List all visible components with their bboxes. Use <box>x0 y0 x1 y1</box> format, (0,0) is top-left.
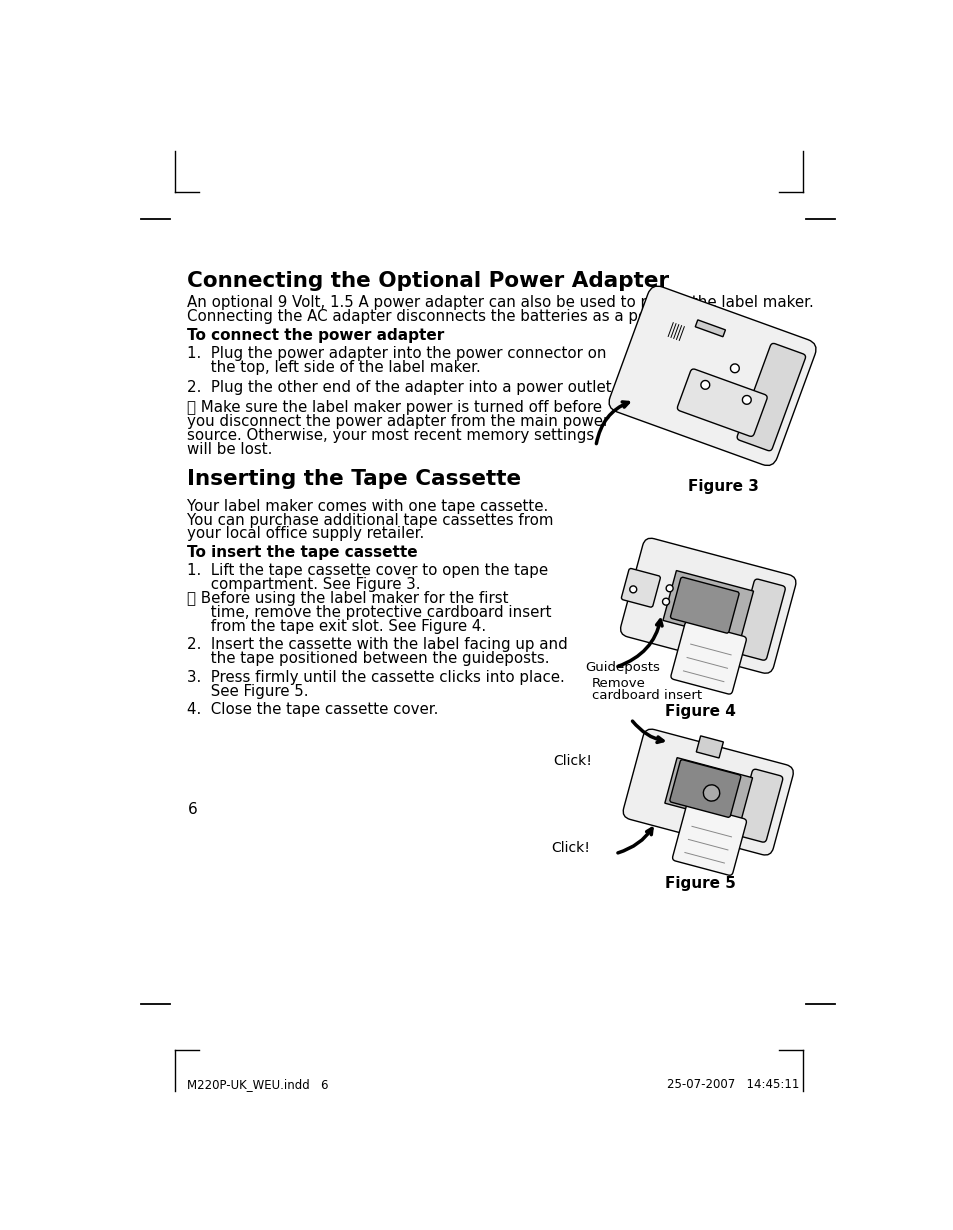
Text: Connecting the Optional Power Adapter: Connecting the Optional Power Adapter <box>187 271 669 290</box>
FancyBboxPatch shape <box>735 579 784 661</box>
Text: Figure 3: Figure 3 <box>688 478 759 493</box>
Text: To insert the tape cassette: To insert the tape cassette <box>187 545 417 560</box>
FancyBboxPatch shape <box>677 369 766 437</box>
Text: See Figure 5.: See Figure 5. <box>187 684 309 699</box>
Text: you disconnect the power adapter from the main power: you disconnect the power adapter from th… <box>187 415 609 429</box>
Text: Connecting the AC adapter disconnects the batteries as a power source.: Connecting the AC adapter disconnects th… <box>187 309 734 325</box>
Text: the top, left side of the label maker.: the top, left side of the label maker. <box>187 360 480 375</box>
Text: Click!: Click! <box>551 840 590 855</box>
Text: 25-07-2007   14:45:11: 25-07-2007 14:45:11 <box>667 1077 799 1091</box>
Text: Click!: Click! <box>553 754 592 768</box>
FancyBboxPatch shape <box>737 343 804 450</box>
Text: You can purchase additional tape cassettes from: You can purchase additional tape cassett… <box>187 513 554 528</box>
Text: Remove: Remove <box>592 678 645 690</box>
FancyBboxPatch shape <box>620 568 659 608</box>
Circle shape <box>629 585 636 593</box>
Text: 1.  Plug the power adapter into the power connector on: 1. Plug the power adapter into the power… <box>187 347 606 362</box>
Text: the tape positioned between the guideposts.: the tape positioned between the guidepos… <box>187 651 549 667</box>
Text: source. Otherwise, your most recent memory settings: source. Otherwise, your most recent memo… <box>187 428 594 443</box>
Circle shape <box>661 598 669 605</box>
Text: ⓘ Make sure the label maker power is turned off before: ⓘ Make sure the label maker power is tur… <box>187 400 601 416</box>
Circle shape <box>702 785 719 801</box>
Circle shape <box>665 584 673 592</box>
FancyBboxPatch shape <box>669 760 740 817</box>
Text: 3.  Press firmly until the cassette clicks into place.: 3. Press firmly until the cassette click… <box>187 669 564 685</box>
Text: Your label maker comes with one tape cassette.: Your label maker comes with one tape cas… <box>187 498 548 514</box>
Text: compartment. See Figure 3.: compartment. See Figure 3. <box>187 577 420 593</box>
FancyBboxPatch shape <box>622 729 793 855</box>
Circle shape <box>741 396 750 405</box>
Text: Figure 4: Figure 4 <box>664 704 735 718</box>
Text: cardboard insert: cardboard insert <box>592 689 701 702</box>
FancyBboxPatch shape <box>696 736 722 758</box>
FancyBboxPatch shape <box>662 571 753 641</box>
FancyBboxPatch shape <box>735 769 781 843</box>
Text: To connect the power adapter: To connect the power adapter <box>187 327 444 343</box>
Text: will be lost.: will be lost. <box>187 442 273 456</box>
Text: ⓘ Before using the label maker for the first: ⓘ Before using the label maker for the f… <box>187 592 508 606</box>
Text: M220P-UK_WEU.indd   6: M220P-UK_WEU.indd 6 <box>187 1077 329 1091</box>
Text: from the tape exit slot. See Figure 4.: from the tape exit slot. See Figure 4. <box>187 619 486 633</box>
Text: An optional 9 Volt, 1.5 A power adapter can also be used to power the label make: An optional 9 Volt, 1.5 A power adapter … <box>187 295 813 310</box>
FancyBboxPatch shape <box>619 539 795 673</box>
FancyBboxPatch shape <box>608 287 815 465</box>
Text: 2.  Plug the other end of the adapter into a power outlet.: 2. Plug the other end of the adapter int… <box>187 380 617 395</box>
Text: Guideposts: Guideposts <box>584 662 659 674</box>
Circle shape <box>730 364 739 373</box>
Text: 4.  Close the tape cassette cover.: 4. Close the tape cassette cover. <box>187 702 438 717</box>
Text: Figure 5: Figure 5 <box>664 876 735 891</box>
Text: 2.  Insert the cassette with the label facing up and: 2. Insert the cassette with the label fa… <box>187 637 568 652</box>
Text: Inserting the Tape Cassette: Inserting the Tape Cassette <box>187 470 521 490</box>
Text: time, remove the protective cardboard insert: time, remove the protective cardboard in… <box>187 605 552 620</box>
Text: 1.  Lift the tape cassette cover to open the tape: 1. Lift the tape cassette cover to open … <box>187 563 548 578</box>
FancyBboxPatch shape <box>695 320 724 337</box>
FancyBboxPatch shape <box>672 804 745 876</box>
FancyBboxPatch shape <box>664 758 752 823</box>
Circle shape <box>700 380 709 389</box>
Text: your local office supply retailer.: your local office supply retailer. <box>187 526 424 541</box>
FancyBboxPatch shape <box>670 577 739 633</box>
Text: 6: 6 <box>187 802 197 817</box>
FancyBboxPatch shape <box>670 621 745 694</box>
